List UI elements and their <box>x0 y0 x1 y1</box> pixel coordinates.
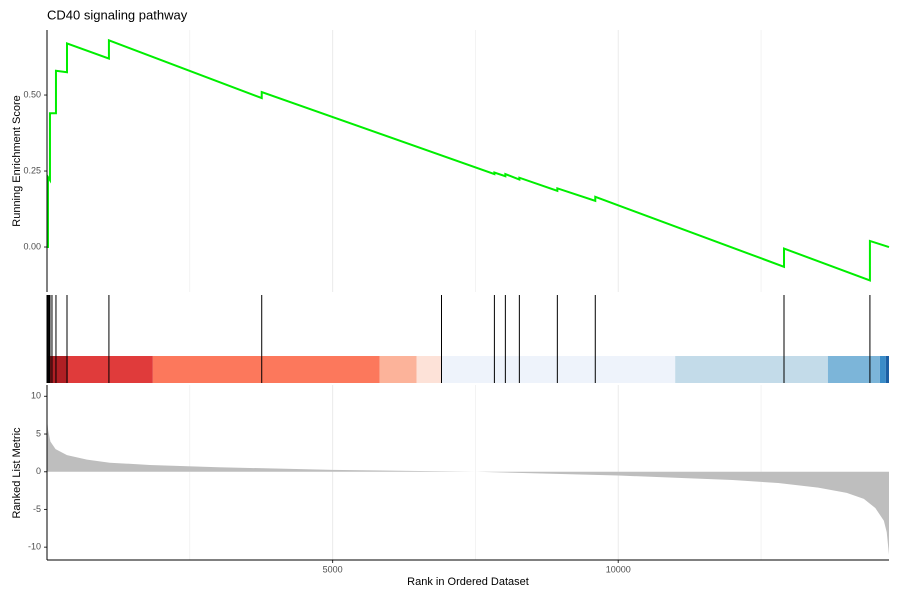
y-axis-title: Running Enrichment Score <box>11 95 23 226</box>
rank-band <box>416 356 442 383</box>
y-tick-label: 0.00 <box>23 241 41 251</box>
chart-title: CD40 signaling pathway <box>47 7 188 22</box>
x-axis-title: Rank in Ordered Dataset <box>407 576 529 588</box>
x-tick-label: 10000 <box>606 564 631 574</box>
y-tick-label: 0 <box>36 466 41 476</box>
y-tick-label: -10 <box>28 542 41 552</box>
rank-band <box>152 356 380 383</box>
rank-band <box>379 356 417 383</box>
y-tick-label: 10 <box>31 391 41 401</box>
y-tick-label: -5 <box>33 504 41 514</box>
metric-area <box>47 418 889 555</box>
es-line <box>46 38 890 282</box>
y-axis-title: Ranked List Metric <box>11 427 23 519</box>
y-tick-label: 0.50 <box>23 89 41 99</box>
rank-band <box>827 356 880 383</box>
rank-band <box>879 356 886 383</box>
y-tick-label: 0.25 <box>23 165 41 175</box>
rank-band <box>441 356 676 383</box>
y-tick-label: 5 <box>36 428 41 438</box>
x-tick-label: 5000 <box>323 564 343 574</box>
rank-band <box>675 356 828 383</box>
rank-band <box>67 356 153 383</box>
rank-band <box>885 356 889 383</box>
